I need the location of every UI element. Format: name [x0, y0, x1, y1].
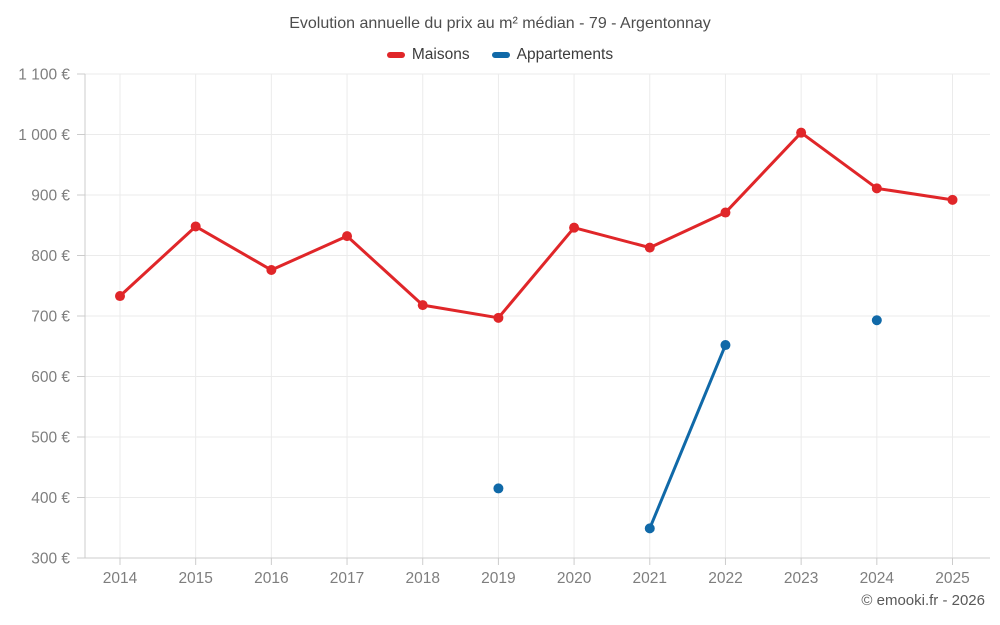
data-point[interactable] [796, 127, 807, 138]
x-tick-label: 2019 [481, 570, 515, 587]
x-tick-label: 2015 [178, 570, 212, 587]
x-axis-labels: 2014 2015 2016 2017 2018 2019 2020 2021 2022 2023… [103, 570, 970, 587]
y-axis-labels: 300 € 400 € 500 € 600 € 700 € 800 € 900 € 1 000… [18, 67, 70, 568]
data-point[interactable] [266, 265, 277, 276]
data-point[interactable] [569, 222, 580, 233]
series-line [118, 131, 954, 320]
x-tick-label: 2017 [330, 570, 364, 587]
x-tick-label: 2021 [633, 570, 667, 587]
series-maisons [115, 127, 958, 323]
data-point[interactable] [720, 207, 731, 218]
legend-item-appartements[interactable]: Appartements [491, 46, 614, 64]
x-tick-label: 2025 [935, 570, 969, 587]
series-line [648, 343, 727, 530]
y-tick-label: 900 € [31, 188, 70, 205]
x-tick-label: 2023 [784, 570, 818, 587]
chart-title: Evolution annuelle du prix au m² médian … [289, 15, 711, 32]
maisons-swatch-icon [386, 52, 405, 58]
legend-item-maisons[interactable]: Maisons [386, 46, 470, 64]
data-point[interactable] [115, 291, 125, 302]
x-tick-label: 2014 [103, 570, 138, 587]
data-point[interactable] [190, 221, 201, 232]
y-tick-label: 500 € [31, 430, 70, 447]
data-point[interactable] [644, 242, 655, 253]
y-tick-label: 600 € [31, 369, 70, 386]
copyright-text: © emooki.fr - 2026 [861, 592, 985, 609]
legend-label-appartements: Appartements [516, 46, 614, 63]
y-tick-label: 300 € [31, 551, 70, 568]
x-tick-label: 2020 [557, 570, 592, 587]
x-tick-label: 2018 [405, 570, 439, 587]
gridlines [85, 73, 990, 558]
y-tick-label: 1 000 € [18, 127, 70, 144]
x-tick-label: 2016 [254, 570, 288, 587]
data-point[interactable] [417, 300, 428, 311]
data-point[interactable] [871, 183, 882, 194]
legend-label-maisons: Maisons [411, 46, 470, 63]
data-point[interactable] [947, 194, 958, 205]
legend: Maisons Appartements [0, 46, 1000, 64]
appartements-swatch-icon [491, 52, 510, 58]
series-appartements [493, 315, 882, 534]
y-tick-label: 400 € [31, 490, 70, 507]
axes [77, 73, 990, 565]
data-point[interactable] [871, 315, 882, 326]
x-tick-label: 2022 [708, 570, 742, 587]
data-point[interactable] [493, 312, 504, 323]
x-tick-label: 2024 [860, 570, 895, 587]
data-point[interactable] [493, 483, 504, 494]
data-point[interactable] [342, 231, 353, 242]
y-tick-label: 1 100 € [18, 67, 70, 84]
y-tick-label: 700 € [31, 309, 70, 326]
data-point[interactable] [720, 340, 731, 351]
y-tick-label: 800 € [31, 248, 70, 265]
data-point[interactable] [644, 523, 655, 534]
